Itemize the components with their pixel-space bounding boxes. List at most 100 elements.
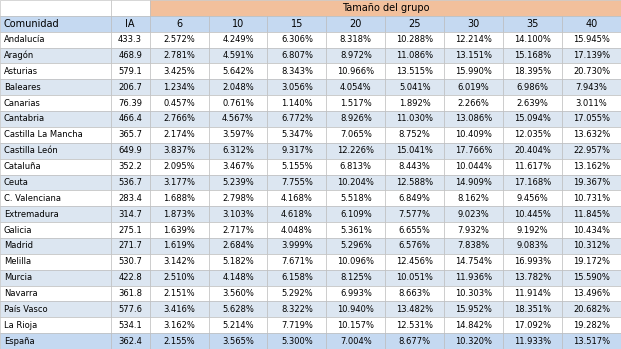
Bar — [327, 16, 386, 32]
Bar — [386, 32, 444, 47]
Text: 19.172%: 19.172% — [573, 257, 610, 266]
Text: Comunidad: Comunidad — [4, 19, 60, 29]
Bar — [562, 32, 621, 47]
Text: 20: 20 — [350, 19, 362, 29]
Text: 8.343%: 8.343% — [281, 67, 313, 76]
Bar — [150, 285, 209, 302]
Bar — [444, 302, 503, 317]
Bar — [386, 143, 444, 159]
Bar — [0, 238, 111, 254]
Text: 8.125%: 8.125% — [340, 273, 372, 282]
Bar — [150, 159, 209, 174]
Text: 7.932%: 7.932% — [458, 225, 489, 235]
Bar — [209, 190, 268, 206]
Bar — [150, 111, 209, 127]
Bar — [111, 143, 150, 159]
Text: 2.151%: 2.151% — [163, 289, 195, 298]
Text: 13.517%: 13.517% — [573, 336, 610, 346]
Bar — [150, 16, 209, 32]
Bar — [150, 0, 621, 16]
Text: 5.347%: 5.347% — [281, 130, 313, 139]
Bar — [327, 333, 386, 349]
Text: 4.618%: 4.618% — [281, 210, 313, 219]
Bar — [0, 222, 111, 238]
Bar — [444, 111, 503, 127]
Text: 8.322%: 8.322% — [281, 305, 313, 314]
Text: 1.517%: 1.517% — [340, 99, 372, 107]
Bar — [386, 317, 444, 333]
Bar — [268, 302, 327, 317]
Text: 352.2: 352.2 — [118, 162, 142, 171]
Text: 7.671%: 7.671% — [281, 257, 313, 266]
Bar — [562, 47, 621, 64]
Text: 15.945%: 15.945% — [573, 35, 610, 44]
Text: 4.048%: 4.048% — [281, 225, 313, 235]
Bar — [209, 302, 268, 317]
Text: 11.086%: 11.086% — [396, 51, 433, 60]
Text: 5.155%: 5.155% — [281, 162, 313, 171]
Text: 12.531%: 12.531% — [396, 321, 433, 330]
Bar — [268, 127, 327, 143]
Text: 4.168%: 4.168% — [281, 194, 313, 203]
Bar — [444, 127, 503, 143]
Bar — [503, 111, 562, 127]
Text: 3.837%: 3.837% — [163, 146, 195, 155]
Text: 14.100%: 14.100% — [514, 35, 551, 44]
Bar — [444, 190, 503, 206]
Bar — [562, 64, 621, 79]
Text: 40: 40 — [586, 19, 597, 29]
Bar — [503, 317, 562, 333]
Text: 3.011%: 3.011% — [576, 99, 607, 107]
Bar — [268, 254, 327, 270]
Text: 6.306%: 6.306% — [281, 35, 313, 44]
Text: 2.572%: 2.572% — [163, 35, 195, 44]
Text: 1.873%: 1.873% — [163, 210, 195, 219]
Text: Tamaño del grupo: Tamaño del grupo — [342, 3, 429, 13]
Text: 13.782%: 13.782% — [514, 273, 551, 282]
Text: 7.065%: 7.065% — [340, 130, 372, 139]
Text: 10.940%: 10.940% — [337, 305, 374, 314]
Bar — [386, 206, 444, 222]
Bar — [0, 47, 111, 64]
Text: 0.457%: 0.457% — [163, 99, 195, 107]
Text: 22.957%: 22.957% — [573, 146, 610, 155]
Bar — [386, 333, 444, 349]
Text: 15.990%: 15.990% — [455, 67, 492, 76]
Bar — [562, 174, 621, 190]
Text: 530.7: 530.7 — [118, 257, 142, 266]
Bar — [111, 47, 150, 64]
Bar — [0, 270, 111, 285]
Bar — [0, 206, 111, 222]
Text: 3.142%: 3.142% — [163, 257, 195, 266]
Bar — [503, 47, 562, 64]
Text: 5.041%: 5.041% — [399, 83, 430, 92]
Bar — [111, 32, 150, 47]
Bar — [150, 127, 209, 143]
Bar — [562, 270, 621, 285]
Bar — [268, 95, 327, 111]
Bar — [209, 270, 268, 285]
Text: 17.139%: 17.139% — [573, 51, 610, 60]
Text: 10.288%: 10.288% — [396, 35, 433, 44]
Bar — [503, 16, 562, 32]
Text: 11.845%: 11.845% — [573, 210, 610, 219]
Bar — [386, 270, 444, 285]
Bar — [562, 285, 621, 302]
Text: 10.312%: 10.312% — [573, 242, 610, 250]
Bar — [562, 79, 621, 95]
Text: 468.9: 468.9 — [118, 51, 142, 60]
Text: 6.813%: 6.813% — [340, 162, 372, 171]
Text: 2.155%: 2.155% — [163, 336, 195, 346]
Bar — [562, 238, 621, 254]
Text: España: España — [4, 336, 34, 346]
Text: 7.838%: 7.838% — [458, 242, 490, 250]
Bar — [386, 238, 444, 254]
Text: Melilla: Melilla — [4, 257, 31, 266]
Bar — [268, 143, 327, 159]
Bar — [0, 79, 111, 95]
Text: 7.004%: 7.004% — [340, 336, 372, 346]
Bar — [562, 95, 621, 111]
Bar — [327, 32, 386, 47]
Text: Navarra: Navarra — [4, 289, 37, 298]
Bar — [150, 238, 209, 254]
